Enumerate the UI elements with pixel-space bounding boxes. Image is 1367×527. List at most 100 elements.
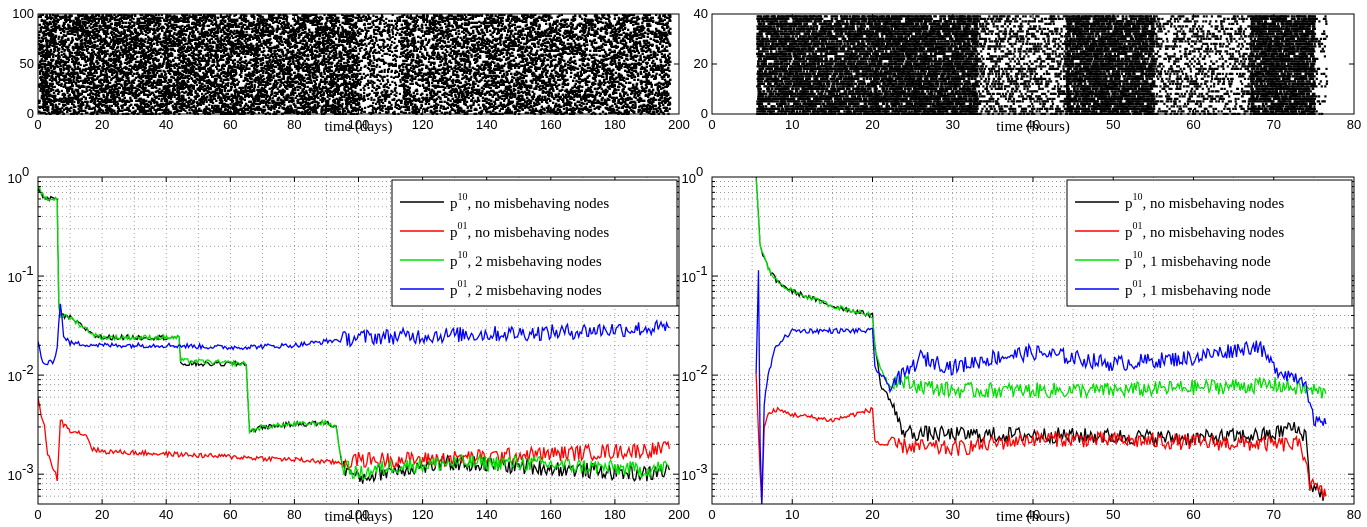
contact-point [223,52,225,54]
contact-point [329,27,331,29]
contact-point [86,50,88,52]
contact-point [230,30,232,32]
contact-point [224,90,226,92]
contact-point [152,72,154,74]
contact-point [349,81,351,83]
contact-point [260,60,262,62]
contact-point [39,90,41,92]
contact-point [352,26,354,28]
contact-point [250,73,252,75]
contact-point [238,87,240,89]
contact-point [121,31,123,33]
contact-point [339,44,341,46]
contact-point [58,81,60,83]
contact-point [114,49,116,51]
contact-point [276,73,278,75]
contact-point [344,15,346,17]
contact-point [45,83,47,85]
contact-point [80,64,82,66]
contact-point [216,68,218,70]
contact-point [196,84,198,86]
contact-point [231,21,233,23]
contact-point [86,90,88,92]
contact-point [339,24,341,26]
contact-point [152,61,154,63]
contact-point [111,88,113,90]
contact-point [190,77,192,79]
contact-point [240,15,242,17]
contact-point [208,25,210,27]
contact-point [153,109,155,111]
contact-point [50,90,52,92]
contact-point [206,38,208,40]
contact-point [323,52,325,54]
contact-point [255,77,257,79]
contact-point [150,42,152,44]
contact-point [220,41,222,43]
contact-point [277,25,279,27]
contact-point [333,85,335,87]
contact-point [47,67,49,69]
contact-point [178,59,180,61]
contact-point [42,71,44,73]
contact-point [263,47,265,49]
contact-point [309,31,311,33]
contact-point [306,68,308,70]
contact-point [287,39,289,41]
contact-point [220,47,222,49]
contact-point [175,24,177,26]
contact-point [124,62,126,64]
contact-point [355,78,357,80]
contact-point [295,75,297,77]
contact-point [209,94,211,96]
contact-point [337,27,339,29]
contact-point [58,103,60,105]
contact-point [309,22,311,24]
contact-point [130,35,132,37]
contact-point [65,104,67,106]
contact-point [273,111,275,113]
contact-point [309,44,311,46]
contact-point [254,84,256,86]
contact-point [171,70,173,72]
contact-point [68,70,70,72]
contact-point [184,26,186,28]
contact-point [264,65,266,67]
contact-point [55,80,57,82]
contact-point [60,39,62,41]
contact-point [337,80,339,82]
contact-point [245,88,247,90]
contact-point [301,32,303,34]
contact-point [136,56,138,58]
contact-point [54,86,56,88]
contact-point [272,97,274,99]
contact-point [92,89,94,91]
contact-point [262,84,264,86]
contact-point [276,110,278,112]
contact-point [166,91,168,93]
contact-point [124,109,126,111]
contact-point [229,37,231,39]
contact-point [62,66,64,68]
contact-point [199,90,201,92]
contact-point [61,83,63,85]
contact-point [253,16,255,18]
contact-point [131,59,133,61]
contact-point [58,38,60,40]
contact-point [310,80,312,82]
contact-point [67,92,69,94]
contact-point [181,25,183,27]
contact-point [342,103,344,105]
contact-point [84,44,86,46]
contact-point [205,21,207,23]
contact-point [150,110,152,112]
contact-point [57,43,59,45]
contact-point [130,19,132,21]
contact-point [82,25,84,27]
contact-point [110,101,112,103]
contact-point [145,38,147,40]
contact-point [248,61,250,63]
contact-point [188,72,190,74]
contact-point [143,89,145,91]
